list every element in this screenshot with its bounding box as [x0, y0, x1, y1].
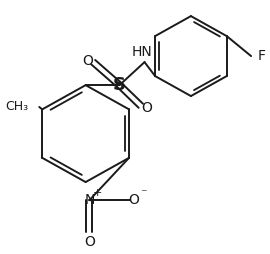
Text: S: S — [113, 76, 126, 94]
Text: HN: HN — [132, 45, 152, 59]
Text: O: O — [128, 193, 139, 207]
Text: O: O — [141, 101, 153, 115]
Text: F: F — [258, 49, 266, 63]
Text: N: N — [84, 193, 94, 207]
Text: ⁻: ⁻ — [140, 187, 147, 200]
Text: +: + — [93, 188, 102, 198]
Text: CH₃: CH₃ — [5, 100, 28, 114]
Text: O: O — [84, 235, 95, 249]
Text: O: O — [82, 54, 93, 68]
